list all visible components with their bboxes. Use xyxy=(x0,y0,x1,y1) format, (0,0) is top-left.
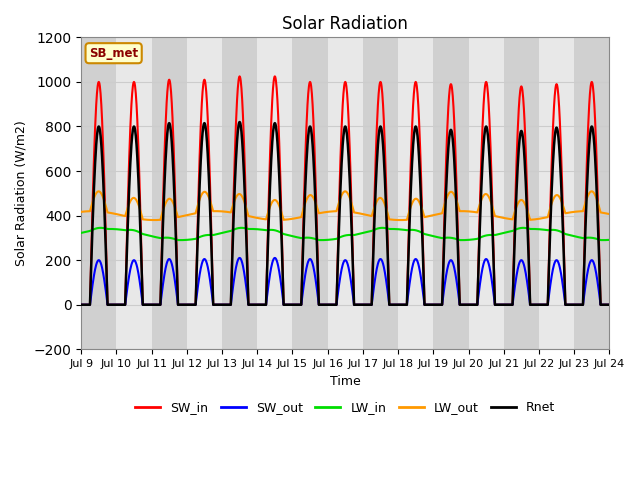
Bar xyxy=(433,37,468,349)
Rnet xyxy=(77,302,85,308)
LW_out xyxy=(182,212,190,218)
Line: LW_in: LW_in xyxy=(81,228,609,240)
Bar xyxy=(257,37,292,349)
SW_out xyxy=(195,279,202,285)
LW_out xyxy=(543,215,551,220)
LW_in xyxy=(543,227,551,233)
LW_in xyxy=(605,237,613,243)
SW_out xyxy=(254,302,262,308)
LW_in xyxy=(182,237,190,243)
Rnet xyxy=(428,302,435,308)
SW_out xyxy=(77,302,85,308)
SW_out xyxy=(182,302,189,308)
LW_in xyxy=(177,237,184,243)
Rnet xyxy=(236,119,243,125)
LW_out xyxy=(497,215,504,220)
Bar xyxy=(468,37,504,349)
Bar xyxy=(574,37,609,349)
SW_out xyxy=(543,302,550,308)
SW_in xyxy=(543,302,550,308)
Line: SW_out: SW_out xyxy=(81,258,609,305)
Rnet xyxy=(605,302,613,308)
LW_out xyxy=(150,217,158,223)
LW_out xyxy=(95,189,102,194)
LW_in xyxy=(254,227,262,232)
SW_out xyxy=(236,255,243,261)
Title: Solar Radiation: Solar Radiation xyxy=(282,15,408,33)
SW_in xyxy=(195,189,202,195)
SW_in xyxy=(77,302,85,308)
SW_in xyxy=(428,302,435,308)
Line: Rnet: Rnet xyxy=(81,122,609,305)
Bar xyxy=(328,37,363,349)
LW_in xyxy=(497,231,504,237)
SW_out xyxy=(605,302,613,308)
SW_in xyxy=(496,302,504,308)
Bar xyxy=(222,37,257,349)
Bar xyxy=(187,37,222,349)
LW_out xyxy=(255,215,262,221)
Rnet xyxy=(496,302,504,308)
Rnet xyxy=(195,211,202,217)
X-axis label: Time: Time xyxy=(330,374,360,387)
Bar xyxy=(116,37,152,349)
Bar xyxy=(504,37,539,349)
Text: SB_met: SB_met xyxy=(89,47,138,60)
LW_out xyxy=(195,197,203,203)
Legend: SW_in, SW_out, LW_in, LW_out, Rnet: SW_in, SW_out, LW_in, LW_out, Rnet xyxy=(131,396,560,419)
LW_out xyxy=(428,213,435,218)
LW_in xyxy=(378,225,386,231)
Bar xyxy=(398,37,433,349)
LW_in xyxy=(195,234,203,240)
SW_in xyxy=(254,302,262,308)
SW_in xyxy=(236,73,243,79)
Bar xyxy=(363,37,398,349)
LW_out xyxy=(77,209,85,215)
SW_out xyxy=(496,302,504,308)
Line: LW_out: LW_out xyxy=(81,192,609,220)
Bar xyxy=(81,37,116,349)
Bar xyxy=(292,37,328,349)
SW_in xyxy=(182,302,189,308)
Bar xyxy=(539,37,574,349)
LW_in xyxy=(428,233,435,239)
LW_out xyxy=(605,211,613,217)
Rnet xyxy=(543,302,550,308)
SW_out xyxy=(428,302,435,308)
SW_in xyxy=(605,302,613,308)
Bar xyxy=(152,37,187,349)
LW_in xyxy=(77,230,85,236)
Line: SW_in: SW_in xyxy=(81,76,609,305)
Rnet xyxy=(254,302,262,308)
Y-axis label: Solar Radiation (W/m2): Solar Radiation (W/m2) xyxy=(15,120,28,266)
Rnet xyxy=(182,302,189,308)
